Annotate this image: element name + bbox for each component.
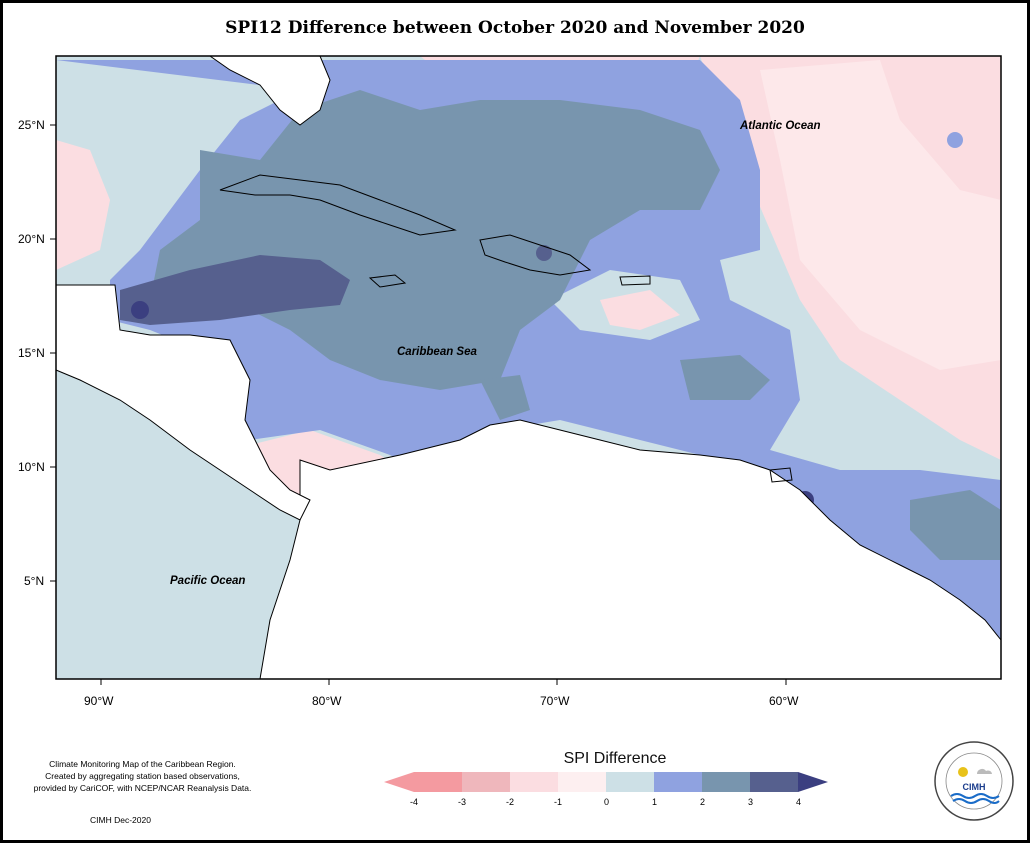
logo-text: CIMH (963, 782, 986, 792)
legend-title: SPI Difference (563, 750, 667, 767)
cloud-icon (977, 769, 992, 774)
lon-label-60w: 60°W (769, 694, 799, 708)
label-pacific-ocean: Pacific Ocean (170, 575, 246, 587)
land-florida (208, 55, 331, 126)
legend-tick-1: 1 (652, 797, 658, 807)
lat-label-10n: 10°N (18, 460, 45, 474)
legend-tick-m1: -1 (554, 797, 563, 807)
legend-arrow-right (798, 772, 828, 792)
legend-arrow-left (384, 772, 414, 792)
spi-field (56, 56, 1001, 679)
spi-zone-slate-n (150, 90, 720, 390)
legend-tick-3: 3 (748, 797, 754, 807)
land (55, 55, 1002, 680)
lon-label-70w: 70°W (540, 694, 570, 708)
spi-zone-dark-spot-yucatan (131, 301, 149, 319)
legend-swatch-8 (750, 772, 798, 792)
label-atlantic-ocean: Atlantic Ocean (740, 120, 821, 132)
spi-zone-dark-core (120, 255, 350, 325)
cimh-logo: CIMH (934, 741, 1014, 821)
legend-colorbar (384, 772, 828, 792)
legend-tick-m4: -4 (410, 797, 419, 807)
credit-date: CIMH Dec-2020 (90, 815, 151, 825)
legend-tick-2: 2 (700, 797, 706, 807)
spi-zone-blue-spot-ne (947, 132, 963, 148)
wave-icon (950, 793, 1000, 799)
legend-swatch-2 (462, 772, 510, 792)
spi-zone-slate-se (910, 490, 1001, 560)
legend-swatch-6 (654, 772, 702, 792)
map-title: SPI12 Difference between October 2020 an… (225, 18, 805, 38)
lat-label-20n: 20°N (18, 232, 45, 246)
legend-tick-m2: -2 (506, 797, 515, 807)
legend-swatch-4 (558, 772, 606, 792)
spi-zone-pink-hole (600, 290, 680, 330)
ticks (50, 124, 787, 685)
lon-label-80w: 80°W (312, 694, 342, 708)
land-cuba (219, 174, 457, 236)
legend-tick-m3: -3 (458, 797, 467, 807)
credit-line-3: provided by CariCOF, with NCEP/NCAR Rean… (33, 783, 252, 793)
spi-zone-pink-west (56, 140, 110, 270)
spi-zone-slate-s (480, 375, 530, 420)
spi-zone-pink-ne-inner (760, 60, 1001, 370)
lon-label-90w: 90°W (84, 694, 114, 708)
legend-tick-4: 4 (796, 797, 802, 807)
credit-line-2: Created by aggregating station based obs… (45, 771, 240, 781)
legend-tick-0: 0 (604, 797, 610, 807)
land-puerto-rico (619, 275, 651, 286)
credit-line-1: Climate Monitoring Map of the Caribbean … (49, 759, 236, 769)
legend-swatch-3 (510, 772, 558, 792)
legend-swatch-5 (606, 772, 654, 792)
lat-label-25n: 25°N (18, 118, 45, 132)
land-central-america (55, 284, 311, 521)
lat-label-5n: 5°N (24, 574, 45, 588)
land-hispaniola (479, 234, 592, 276)
spi-zone-slate-e (680, 355, 770, 400)
legend-swatch-1 (414, 772, 462, 792)
map-border (55, 55, 1002, 680)
legend-swatch-7 (702, 772, 750, 792)
land-jamaica (368, 274, 407, 288)
label-caribbean-sea: Caribbean Sea (397, 346, 477, 358)
spi-zone-dark-spot-hispaniola (536, 245, 552, 261)
sun-icon (958, 767, 968, 777)
lat-label-15n: 15°N (18, 346, 45, 360)
land-trinidad (769, 467, 793, 483)
credit-text: Climate Monitoring Map of the Caribbean … (20, 758, 265, 794)
